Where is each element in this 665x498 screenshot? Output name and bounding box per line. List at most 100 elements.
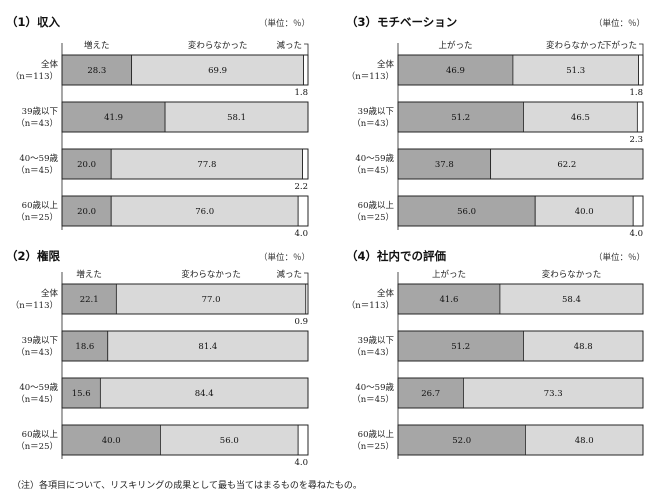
income-legend-0: 増えた (84, 40, 110, 51)
motivation-value-label-0-2: 1.8 (629, 88, 643, 98)
authority-value-label-0-1: 77.0 (202, 295, 221, 305)
motivation-legend-0: 上がった (438, 40, 472, 51)
motivation-category-n-0: （n＝113） (347, 71, 394, 82)
income-bar-0-1 (131, 54, 304, 86)
evaluation-category-n-3: （n＝25） (352, 441, 394, 452)
income-value-label-3-1: 76.0 (195, 207, 214, 217)
evaluation-bar-2-1 (463, 377, 644, 409)
motivation-value-label-0-1: 51.3 (566, 66, 585, 76)
authority-bar-3-1 (159, 424, 299, 456)
authority-value-label-1-0: 18.6 (75, 342, 94, 352)
panel-title-authority: （2）権限 (6, 249, 61, 263)
evaluation-bar-frame-2 (397, 377, 644, 409)
authority-legend-0: 増えた (76, 269, 102, 280)
evaluation-value-label-3-0: 52.0 (452, 436, 471, 446)
income-value-label-0-1: 69.9 (208, 66, 227, 76)
income-bar-1-0 (61, 101, 166, 133)
authority-legend-1: 変わらなかった (181, 269, 241, 280)
motivation-bar-1-2 (636, 101, 644, 133)
motivation-bar-3-2 (632, 195, 644, 227)
panel-title-motivation: （3）モチベーション (346, 15, 457, 29)
income-category-label-2: 40～59歳 (19, 153, 58, 164)
motivation-category-label-0: 全体 (377, 59, 395, 70)
motivation-value-label-1-2: 2.3 (629, 135, 643, 145)
motivation-bar-2-0 (397, 148, 492, 180)
panel-title-income: （1）収入 (6, 15, 61, 29)
motivation-bar-frame-0 (397, 54, 644, 86)
evaluation-value-label-0-1: 58.4 (562, 295, 581, 305)
income-category-n-2: （n＝45） (16, 165, 58, 176)
income-value-label-1-1: 58.1 (227, 113, 246, 123)
income-bar-3-0 (61, 195, 112, 227)
motivation-value-label-2-0: 37.8 (435, 160, 454, 170)
motivation-category-n-1: （n＝43） (352, 118, 394, 129)
evaluation-value-label-0-0: 41.6 (439, 295, 458, 305)
authority-category-label-0: 全体 (41, 288, 59, 299)
panel-title-evaluation: （4）社内での評価 (346, 249, 447, 263)
motivation-value-label-0-0: 46.9 (446, 66, 465, 76)
motivation-legend-1: 変わらなかった (546, 40, 606, 51)
evaluation-value-label-1-1: 48.8 (574, 342, 593, 352)
motivation-bar-1-0 (397, 101, 524, 133)
evaluation-category-n-0: （n＝113） (347, 300, 394, 311)
evaluation-bar-3-1 (525, 424, 644, 456)
authority-category-label-2: 40～59歳 (19, 382, 58, 393)
footnote: （注）各項目について、リスキリングの成果として最も当てはまるものを尋ねたもの。 (12, 479, 362, 491)
income-category-label-0: 全体 (41, 59, 59, 70)
income-category-label-3: 60歳以上 (22, 200, 59, 211)
motivation-value-label-3-1: 40.0 (575, 207, 594, 217)
motivation-legend-2: 下がった (603, 40, 637, 51)
evaluation-value-label-2-1: 73.3 (544, 389, 563, 399)
evaluation-bar-frame-3 (397, 424, 644, 456)
motivation-bar-2-1 (490, 148, 644, 180)
income-bar-frame-2 (61, 148, 309, 180)
income-bar-0-2 (303, 54, 309, 86)
motivation-legend-leader (639, 43, 644, 55)
unit-label-evaluation: （単位：％） (594, 252, 645, 263)
evaluation-category-label-3: 60歳以上 (358, 429, 395, 440)
income-value-label-3-0: 20.0 (77, 207, 96, 217)
evaluation-legend-1: 変わらなかった (542, 269, 602, 280)
income-bar-1-1 (164, 101, 309, 133)
income-value-label-2-0: 20.0 (77, 160, 96, 170)
income-category-label-1: 39歳以下 (22, 106, 59, 117)
motivation-value-label-1-0: 51.2 (451, 113, 470, 123)
authority-value-label-1-1: 81.4 (198, 342, 217, 352)
authority-bar-1-1 (107, 330, 309, 362)
income-value-label-2-1: 77.8 (197, 160, 216, 170)
motivation-category-label-1: 39歳以下 (358, 106, 395, 117)
authority-category-n-2: （n＝45） (16, 394, 58, 405)
motivation-bar-frame-1 (397, 101, 644, 133)
authority-bar-frame-2 (61, 377, 309, 409)
authority-legend-leader (304, 272, 309, 284)
evaluation-category-label-2: 40～59歳 (355, 382, 394, 393)
income-bar-3-2 (297, 195, 309, 227)
motivation-bar-0-0 (397, 54, 514, 86)
evaluation-category-label-0: 全体 (377, 288, 395, 299)
authority-value-label-3-0: 40.0 (102, 436, 121, 446)
panel-motivation: （3）モチベーション （単位：％） 上がった 変わらなかった下がった全体（n＝11… (346, 15, 645, 239)
authority-category-label-1: 39歳以下 (22, 335, 59, 346)
authority-legend-2: 減った (276, 269, 302, 280)
evaluation-legend-0: 上がった (432, 269, 466, 280)
authority-category-n-3: （n＝25） (16, 441, 58, 452)
motivation-category-label-2: 40～59歳 (355, 153, 394, 164)
income-value-label-0-2: 1.8 (294, 88, 308, 98)
evaluation-bar-1-0 (397, 330, 524, 362)
income-value-label-0-0: 28.3 (87, 66, 106, 76)
motivation-bar-0-2 (638, 54, 644, 86)
authority-bar-2-0 (61, 377, 101, 409)
motivation-category-n-2: （n＝45） (352, 165, 394, 176)
authority-bar-frame-0 (61, 283, 309, 315)
evaluation-bar-frame-1 (397, 330, 644, 362)
authority-category-n-0: （n＝113） (11, 300, 58, 311)
motivation-bar-frame-3 (397, 195, 644, 227)
income-bar-frame-1 (61, 101, 309, 133)
evaluation-value-label-3-1: 48.0 (575, 436, 594, 446)
motivation-value-label-3-0: 56.0 (457, 207, 476, 217)
income-category-n-0: （n＝113） (11, 71, 58, 82)
income-legend-2: 減った (276, 40, 302, 51)
